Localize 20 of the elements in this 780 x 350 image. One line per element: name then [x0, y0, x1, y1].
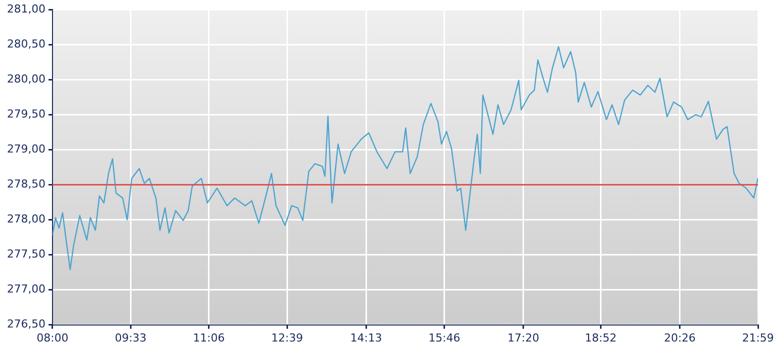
x-tick-label: 14:13: [350, 331, 382, 344]
y-tick-label: 279,00: [6, 142, 46, 156]
y-tick-label: 277,50: [6, 248, 46, 261]
y-tick-label: 280,00: [6, 72, 46, 86]
x-tick-label: 11:06: [193, 331, 225, 344]
x-tick-label: 21:59: [742, 331, 774, 344]
y-tick-label: 279,50: [6, 108, 46, 121]
x-tick-label: 17:20: [508, 331, 540, 344]
y-tick-label: 278,00: [6, 212, 46, 226]
x-tick-label: 18:52: [584, 331, 617, 344]
x-tick-label: 08:00: [36, 331, 68, 344]
y-tick-label: 280,50: [6, 37, 46, 50]
x-tick-label: 15:46: [428, 331, 460, 344]
y-tick-label: 281,00: [6, 2, 46, 16]
x-tick-label: 20:26: [664, 331, 696, 344]
y-tick-label: 278,50: [6, 178, 46, 191]
x-tick-label: 12:39: [271, 331, 303, 344]
x-tick-label: 09:33: [114, 331, 147, 344]
y-tick-label: 276,50: [6, 318, 46, 331]
y-tick-label: 277,00: [6, 282, 46, 296]
